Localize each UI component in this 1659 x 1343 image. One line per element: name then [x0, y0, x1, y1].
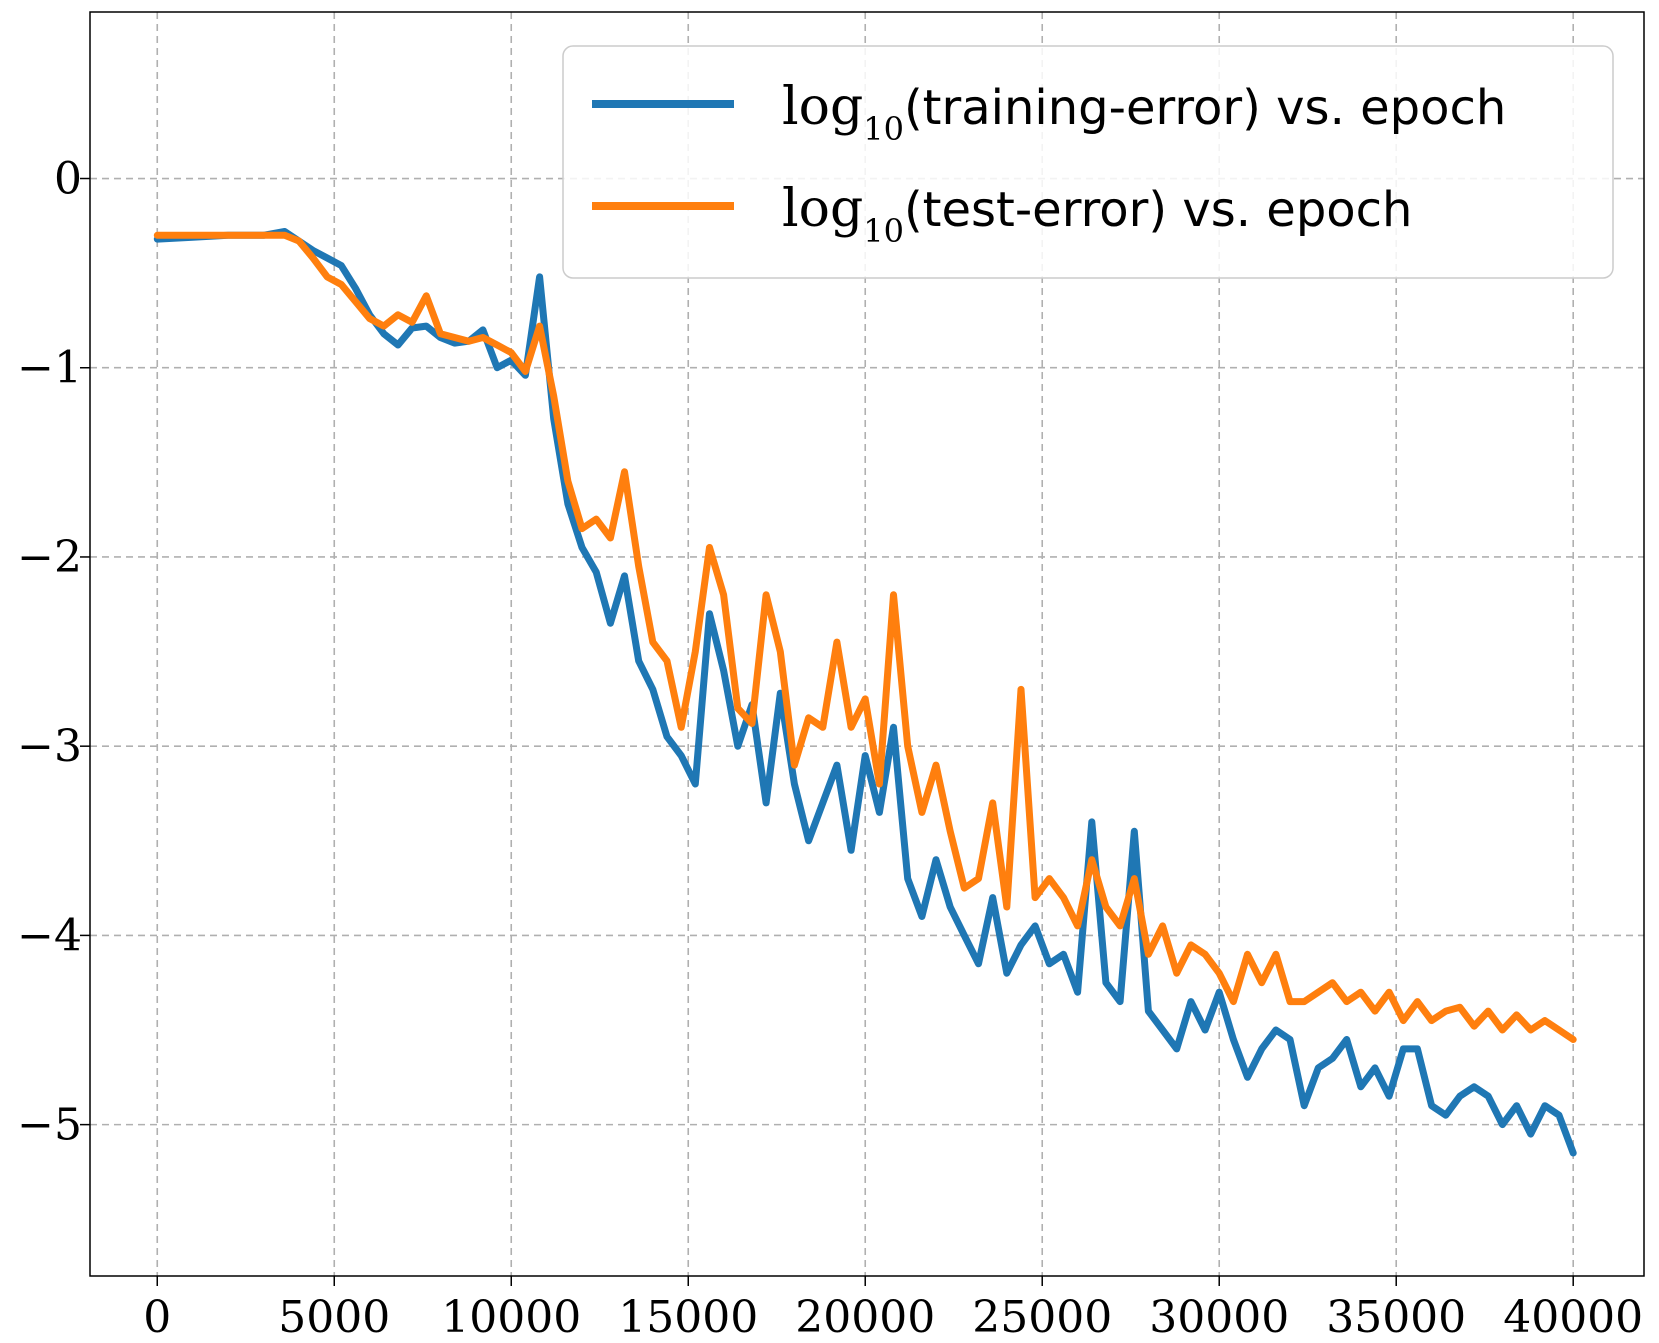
series-line-training-error [153, 228, 1577, 1157]
y-tick-label: −3 [17, 721, 82, 772]
y-tick-label: −1 [17, 343, 82, 394]
x-tick-label: 10000 [441, 1292, 581, 1343]
legend-label-test: log10(test-error) vs. epoch [782, 179, 1412, 250]
y-tick-label: 0 [54, 154, 82, 205]
y-tick-label: −4 [17, 910, 82, 961]
x-tick-label: 30000 [1149, 1292, 1289, 1343]
series-layer [153, 228, 1577, 1157]
legend: log10(training-error) vs. epoch log10(te… [562, 45, 1614, 279]
y-tick-label: −2 [17, 532, 82, 583]
y-tick-label: −5 [17, 1100, 82, 1151]
ticks: 0 5000 10000 15000 20000 25000 30000 35000 40000… [17, 154, 1643, 1343]
x-tick-label: 40000 [1503, 1292, 1643, 1343]
plot-area-frame [89, 11, 1645, 1277]
legend-box [562, 45, 1614, 279]
x-tick-label: 25000 [972, 1292, 1112, 1343]
x-tick-label: 35000 [1326, 1292, 1466, 1343]
series-line-test-error [153, 231, 1577, 1043]
legend-label-training: log10(training-error) vs. epoch [782, 77, 1506, 148]
x-tick-label: 0 [143, 1292, 171, 1343]
x-tick-label: 5000 [278, 1292, 390, 1343]
x-tick-label: 20000 [795, 1292, 935, 1343]
x-tick-label: 15000 [618, 1292, 758, 1343]
